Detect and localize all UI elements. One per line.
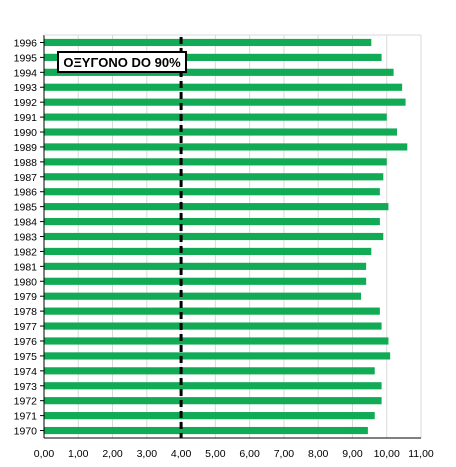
bar bbox=[44, 397, 382, 405]
bar bbox=[44, 98, 406, 106]
y-tick-label: 1988 bbox=[14, 157, 38, 169]
y-tick-label: 1970 bbox=[14, 426, 38, 438]
bar bbox=[44, 337, 389, 345]
x-tick-label: 10,00 bbox=[374, 448, 400, 460]
bar bbox=[44, 158, 387, 166]
bar bbox=[44, 53, 382, 61]
x-tick-label: 0,00 bbox=[34, 448, 55, 460]
y-tick-label: 1979 bbox=[14, 291, 38, 303]
bar bbox=[44, 143, 408, 151]
y-tick-label: 1984 bbox=[14, 217, 38, 229]
bar bbox=[44, 83, 403, 91]
bar bbox=[44, 382, 382, 390]
bar bbox=[44, 232, 384, 241]
y-tick-label: 1987 bbox=[14, 172, 38, 184]
bar bbox=[44, 307, 380, 315]
y-tick-label: 1981 bbox=[14, 261, 38, 273]
bar bbox=[44, 352, 391, 360]
x-tick-label: 3,00 bbox=[137, 448, 158, 460]
y-tick-label: 1993 bbox=[14, 82, 38, 94]
y-tick-label: 1983 bbox=[14, 232, 38, 244]
y-tick-label: 1974 bbox=[14, 366, 38, 378]
bar bbox=[44, 292, 362, 300]
y-tick-label: 1972 bbox=[14, 396, 38, 408]
y-tick-label: 1980 bbox=[14, 276, 38, 288]
bar bbox=[44, 68, 394, 76]
bar bbox=[44, 322, 382, 330]
bar bbox=[44, 262, 367, 270]
bar bbox=[44, 217, 380, 226]
y-tick-label: 1977 bbox=[14, 321, 38, 333]
bar bbox=[44, 426, 368, 435]
y-tick-label: 1996 bbox=[14, 37, 38, 49]
bar bbox=[44, 367, 375, 375]
bar bbox=[44, 203, 389, 211]
bar bbox=[44, 247, 372, 256]
bar bbox=[44, 113, 387, 121]
y-tick-labels: 1996 1995 1994 1993 1992 1991 1990 1989 1988 1987… bbox=[14, 37, 38, 437]
x-tick-label: 8,00 bbox=[308, 448, 329, 460]
y-tick-label: 1975 bbox=[14, 351, 38, 363]
annotation-label: ΟΞΥΓΟΝΟ DO 90% bbox=[57, 51, 187, 73]
y-tick-label: 1971 bbox=[14, 411, 38, 423]
y-tick-label: 1992 bbox=[14, 97, 38, 109]
bars bbox=[44, 38, 408, 435]
y-tick-label: 1982 bbox=[14, 246, 38, 258]
bar bbox=[44, 188, 380, 196]
y-tick-label: 1978 bbox=[14, 306, 38, 318]
y-tick-label: 1989 bbox=[14, 142, 38, 154]
x-tick-label: 5,00 bbox=[205, 448, 226, 460]
x-tick-label: 4,00 bbox=[171, 448, 192, 460]
y-tick-label: 1990 bbox=[14, 127, 38, 139]
bar bbox=[44, 38, 372, 47]
bar bbox=[44, 128, 398, 136]
x-tick-label: 6,00 bbox=[239, 448, 260, 460]
bar bbox=[44, 412, 375, 420]
y-tick-label: 1994 bbox=[14, 67, 38, 79]
x-tick-label: 7,00 bbox=[274, 448, 295, 460]
y-tick-label: 1976 bbox=[14, 336, 38, 348]
y-tick-label: 1986 bbox=[14, 187, 38, 199]
y-tick-label: 1973 bbox=[14, 381, 38, 393]
x-tick-labels: 0,00 1,00 2,00 3,00 4,00 5,00 6,00 7,00 8,00 9,00… bbox=[34, 448, 434, 460]
axes bbox=[40, 34, 421, 439]
y-tick-label: 1995 bbox=[14, 52, 38, 64]
x-tick-label: 1,00 bbox=[68, 448, 89, 460]
bar bbox=[44, 277, 367, 285]
x-tick-label: 2,00 bbox=[102, 448, 123, 460]
y-tick-label: 1991 bbox=[14, 112, 38, 124]
bar bbox=[44, 173, 384, 181]
x-tick-label: 11,00 bbox=[408, 448, 434, 460]
y-tick-label: 1985 bbox=[14, 202, 38, 214]
x-tick-label: 9,00 bbox=[342, 448, 363, 460]
